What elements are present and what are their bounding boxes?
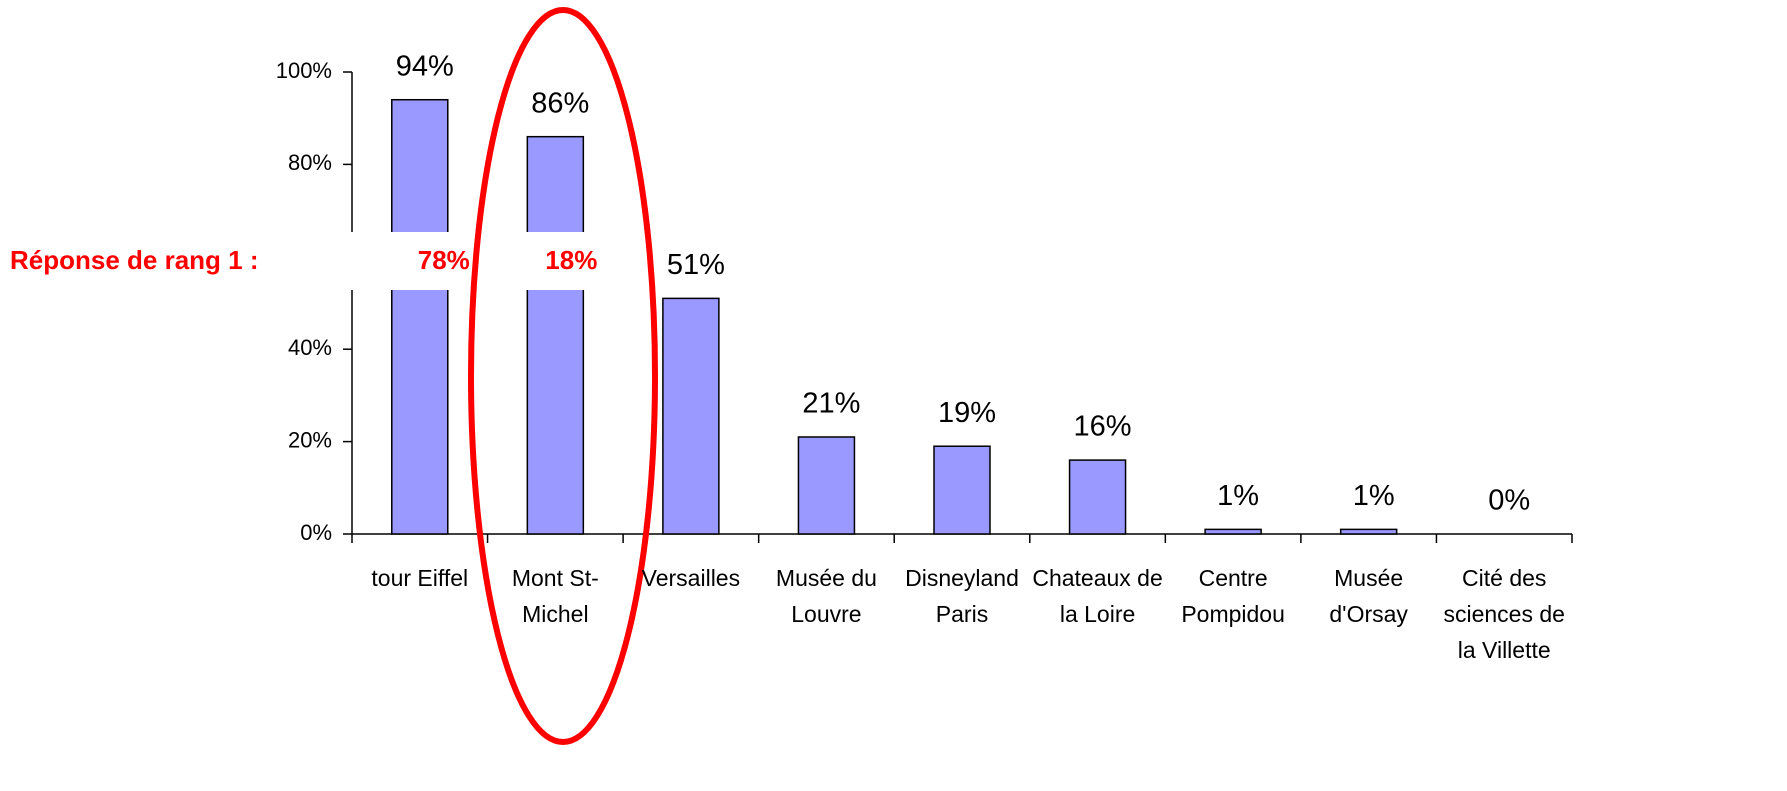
value-label: 1% <box>1353 480 1395 512</box>
bar <box>662 297 720 535</box>
value-label: 21% <box>802 388 860 420</box>
x-tick-label: Disneyland Paris <box>905 565 1019 627</box>
x-tick-label: Chateaux de la Loire <box>1032 565 1163 627</box>
y-tick-label: 0% <box>300 520 332 545</box>
annotation-label: Réponse de rang 1 : <box>10 245 259 275</box>
bar <box>391 98 449 535</box>
value-label: 94% <box>396 50 454 82</box>
highlight-ellipse <box>468 7 658 745</box>
value-label: 1% <box>1217 480 1259 512</box>
bar <box>1204 528 1262 535</box>
x-tick-label: Mont St-Michel <box>511 565 599 627</box>
x-tick-label: Versailles <box>641 565 741 591</box>
x-tick-label: Musée d'Orsay <box>1329 565 1408 627</box>
value-label: 51% <box>667 249 725 281</box>
value-label: 86% <box>531 87 589 119</box>
y-tick-label: 20% <box>288 427 332 452</box>
annotation-value: 18% <box>545 245 597 275</box>
bar <box>797 436 856 535</box>
x-tick-label: tour Eiffel <box>371 565 469 591</box>
x-tick-label: Musée du Louvre <box>775 565 877 627</box>
annotation-value: 78% <box>418 245 470 275</box>
y-tick-label: 100% <box>276 58 332 83</box>
y-tick-label: 40% <box>288 335 332 360</box>
bar <box>1339 528 1398 535</box>
bar <box>1068 459 1127 535</box>
x-tick-label: Centre Pompidou <box>1181 565 1285 627</box>
bar <box>933 445 991 535</box>
annotation-band <box>0 232 625 290</box>
bar <box>526 135 585 535</box>
y-tick-label: 80% <box>288 150 332 175</box>
value-label: 0% <box>1488 485 1530 517</box>
value-label: 19% <box>938 397 996 429</box>
x-tick-label: Cité des sciences de la Villette <box>1443 565 1565 663</box>
value-label: 16% <box>1074 411 1132 443</box>
